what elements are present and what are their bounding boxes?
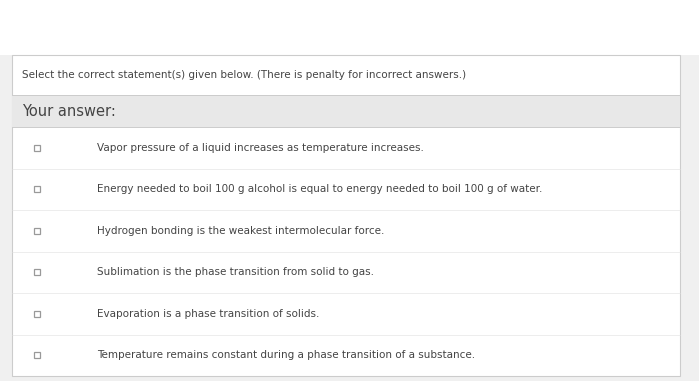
Bar <box>34 228 40 234</box>
Text: Hydrogen bonding is the weakest intermolecular force.: Hydrogen bonding is the weakest intermol… <box>97 226 384 236</box>
Text: Temperature remains constant during a phase transition of a substance.: Temperature remains constant during a ph… <box>97 350 475 360</box>
Text: Evaporation is a phase transition of solids.: Evaporation is a phase transition of sol… <box>97 309 319 319</box>
Text: Your answer:: Your answer: <box>22 104 116 118</box>
Bar <box>34 145 40 151</box>
Bar <box>12 55 680 376</box>
Bar <box>34 186 40 192</box>
Bar <box>34 352 40 358</box>
Bar <box>0 0 699 55</box>
Bar <box>34 269 40 275</box>
Text: Select the correct statement(s) given below. (There is penalty for incorrect ans: Select the correct statement(s) given be… <box>22 70 466 80</box>
Text: Vapor pressure of a liquid increases as temperature increases.: Vapor pressure of a liquid increases as … <box>97 143 424 153</box>
Bar <box>12 95 680 127</box>
Bar <box>34 311 40 317</box>
Text: Sublimation is the phase transition from solid to gas.: Sublimation is the phase transition from… <box>97 267 374 277</box>
Text: Energy needed to boil 100 g alcohol is equal to energy needed to boil 100 g of w: Energy needed to boil 100 g alcohol is e… <box>97 184 542 194</box>
